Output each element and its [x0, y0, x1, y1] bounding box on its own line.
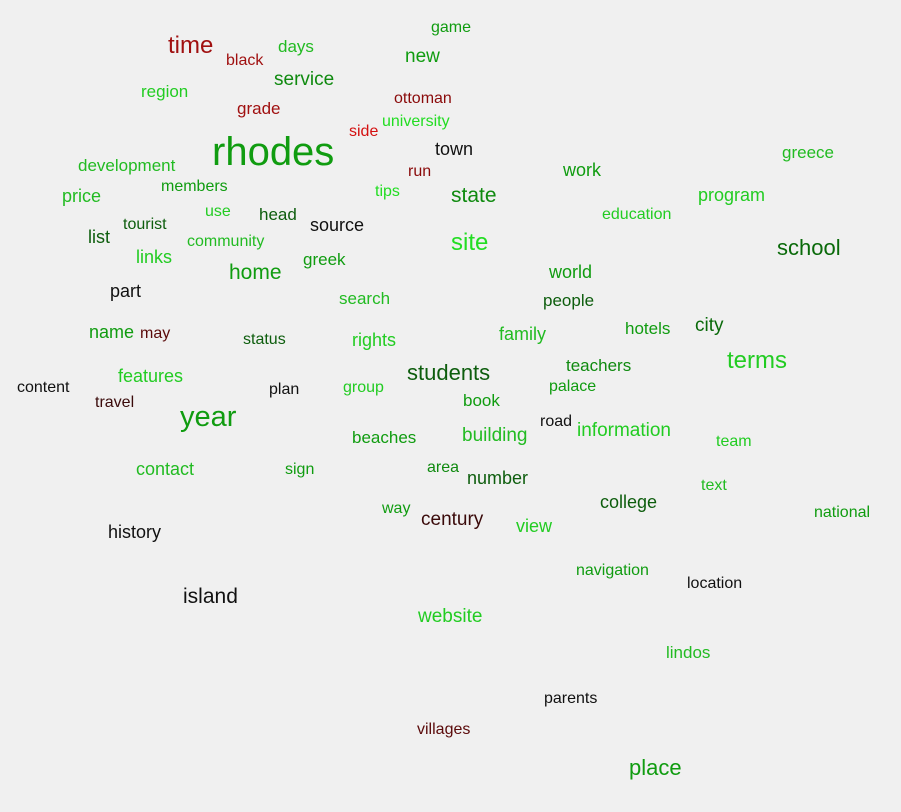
cloud-word: villages — [417, 721, 471, 738]
cloud-word: world — [549, 262, 593, 282]
cloud-word: greek — [303, 250, 346, 269]
cloud-word: text — [701, 477, 727, 494]
cloud-word: run — [408, 163, 432, 180]
cloud-word: family — [499, 324, 547, 344]
cloud-word: features — [118, 366, 184, 386]
cloud-word: name — [89, 322, 135, 342]
cloud-word: grade — [237, 99, 281, 118]
cloud-word: century — [421, 509, 484, 530]
cloud-word: year — [180, 401, 237, 433]
cloud-word: students — [407, 360, 491, 385]
cloud-word: part — [110, 281, 142, 301]
cloud-word: ottoman — [394, 90, 452, 107]
cloud-word: state — [451, 184, 497, 207]
cloud-word: school — [777, 235, 841, 260]
cloud-word: list — [88, 227, 110, 247]
cloud-word: beaches — [352, 428, 417, 447]
cloud-word: members — [161, 178, 228, 195]
cloud-word: rights — [352, 330, 397, 350]
cloud-word: service — [274, 69, 335, 90]
cloud-word: website — [418, 606, 483, 627]
cloud-word: parents — [544, 690, 598, 707]
cloud-word: new — [405, 46, 440, 67]
cloud-word: status — [243, 331, 286, 348]
cloud-word: terms — [727, 347, 787, 374]
cloud-word: road — [540, 413, 573, 430]
cloud-word: area — [427, 459, 460, 476]
cloud-word: people — [543, 291, 595, 310]
cloud-word: side — [349, 123, 379, 140]
cloud-word: price — [62, 186, 102, 206]
cloud-word: town — [435, 139, 474, 159]
cloud-word: group — [343, 379, 384, 396]
cloud-word: rhodes — [212, 130, 335, 174]
cloud-word: lindos — [666, 643, 711, 662]
cloud-word: sign — [285, 461, 315, 478]
cloud-word: links — [136, 247, 173, 267]
cloud-word: book — [463, 391, 500, 410]
cloud-word: tips — [375, 183, 400, 200]
cloud-word: tourist — [123, 216, 167, 233]
cloud-word: program — [698, 185, 766, 205]
cloud-word: island — [183, 585, 238, 608]
cloud-word: plan — [269, 381, 300, 398]
cloud-word: game — [431, 19, 472, 36]
cloud-word: location — [687, 575, 743, 592]
cloud-word: education — [602, 206, 672, 223]
cloud-word: number — [467, 468, 529, 488]
cloud-word: place — [629, 755, 682, 780]
cloud-word: way — [382, 500, 411, 517]
cloud-word: black — [226, 52, 264, 69]
cloud-word: source — [310, 215, 365, 235]
cloud-word: use — [205, 203, 231, 220]
cloud-word: hotels — [625, 319, 671, 338]
cloud-word: site — [451, 229, 489, 256]
cloud-word: navigation — [576, 562, 649, 579]
cloud-word: city — [695, 315, 724, 336]
cloud-word: development — [78, 156, 176, 175]
cloud-word: days — [278, 37, 314, 56]
cloud-word: search — [339, 289, 391, 308]
cloud-word: region — [141, 82, 189, 101]
cloud-word: may — [140, 325, 171, 342]
cloud-word: view — [516, 516, 553, 536]
cloud-word: home — [229, 261, 282, 284]
cloud-word: time — [168, 32, 214, 59]
cloud-word: history — [108, 522, 162, 542]
cloud-word: contact — [136, 459, 195, 479]
cloud-word: university — [382, 113, 450, 130]
cloud-word: teachers — [566, 356, 632, 375]
cloud-word: national — [814, 504, 871, 521]
cloud-word: travel — [95, 394, 135, 411]
cloud-word: work — [563, 160, 602, 180]
cloud-word: content — [17, 379, 70, 396]
cloud-word: building — [462, 425, 528, 446]
cloud-word: greece — [782, 143, 834, 162]
cloud-word: palace — [549, 378, 597, 395]
cloud-word: college — [600, 492, 658, 512]
cloud-word: head — [259, 205, 297, 224]
cloud-word: community — [187, 233, 265, 250]
cloud-word: team — [716, 433, 752, 450]
cloud-word: information — [577, 420, 671, 441]
